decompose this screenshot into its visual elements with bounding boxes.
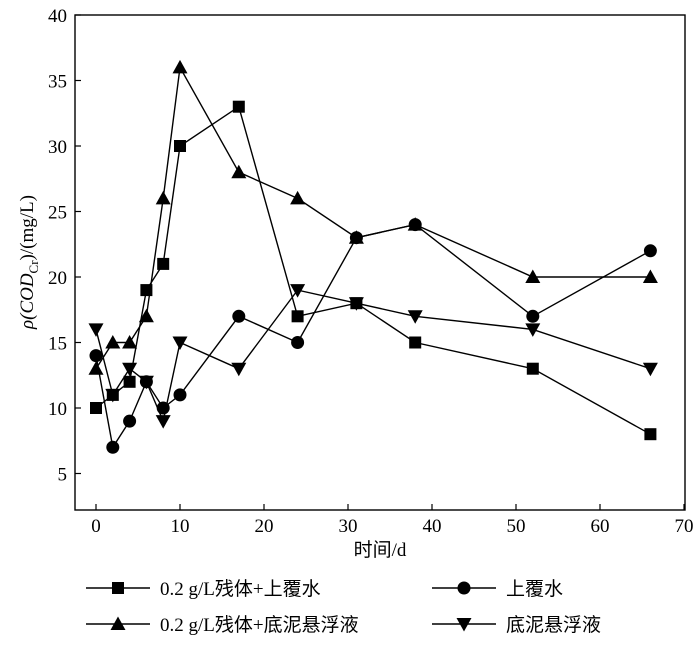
legend-item: 底泥悬浮液	[432, 614, 601, 636]
y-tick-label: 30	[48, 137, 67, 158]
data-point	[155, 415, 171, 429]
data-point	[138, 308, 154, 323]
data-point	[232, 309, 246, 323]
data-point	[105, 388, 121, 403]
data-point	[88, 361, 104, 375]
data-point	[407, 217, 423, 231]
data-point	[526, 362, 539, 375]
data-point	[122, 335, 138, 349]
legend-marker	[457, 581, 471, 595]
series-line	[95, 105, 651, 435]
data-point	[642, 269, 658, 283]
series-3	[88, 59, 658, 375]
legend-label: 0.2 g/L残体+底泥悬浮液	[160, 614, 359, 636]
y-axis-title-suffix: )/(mg/L)	[17, 195, 38, 260]
data-point	[172, 59, 188, 74]
legend-label: 上覆水	[506, 578, 563, 600]
data-point	[123, 414, 137, 428]
data-point	[643, 244, 657, 258]
data-point	[90, 402, 102, 414]
legend-marker	[112, 582, 124, 594]
legend-item: 0.2 g/L残体+上覆水	[86, 578, 321, 600]
legend-item: 0.2 g/L残体+底泥悬浮液	[86, 614, 359, 636]
data-point	[157, 257, 170, 270]
data-point	[290, 190, 306, 205]
legend-marker	[456, 618, 472, 632]
y-tick-label: 5	[58, 465, 68, 486]
x-tick-label: 30	[339, 516, 358, 537]
data-point	[155, 190, 171, 205]
y-tick-label: 25	[48, 203, 67, 224]
x-tick-label: 60	[591, 516, 610, 537]
data-point	[290, 284, 306, 298]
y-axis: 5 10 15 20 25 30 35 40	[48, 6, 81, 486]
x-tick-label: 0	[91, 516, 101, 537]
series-layer	[88, 59, 658, 454]
data-point	[138, 375, 154, 390]
data-point	[291, 336, 305, 349]
data-point	[291, 310, 304, 323]
data-point	[642, 362, 658, 377]
x-tick-label: 10	[171, 516, 190, 537]
data-point	[105, 335, 121, 349]
y-tick-label: 20	[48, 268, 67, 289]
x-tick-label: 50	[507, 516, 526, 537]
x-tick-label: 20	[255, 516, 274, 537]
data-point	[644, 428, 657, 441]
y-tick-label: 40	[48, 6, 67, 27]
data-point	[173, 388, 187, 402]
series-line	[95, 289, 651, 424]
y-axis-title-prefix: ρ(COD	[17, 273, 38, 330]
x-tick-label: 40	[423, 516, 442, 537]
data-point	[89, 349, 103, 363]
data-point	[123, 375, 136, 388]
series-4	[88, 284, 658, 429]
data-point	[525, 323, 541, 337]
legend-item: 上覆水	[432, 578, 563, 600]
x-tick-label: 70	[675, 516, 694, 537]
y-tick-label: 10	[48, 399, 67, 420]
data-point	[348, 230, 364, 244]
data-point	[172, 336, 188, 350]
data-point	[231, 362, 247, 377]
legend-label: 0.2 g/L残体+上覆水	[160, 578, 321, 600]
y-tick-label: 15	[48, 334, 67, 355]
series-line	[95, 65, 651, 370]
data-point	[232, 100, 245, 113]
plot-frame	[74, 14, 686, 511]
data-point	[526, 309, 540, 323]
data-point	[122, 362, 138, 377]
data-point	[348, 297, 364, 311]
data-point	[409, 336, 422, 349]
y-tick-label: 35	[48, 72, 67, 93]
y-axis-title-sub: Cr	[26, 260, 41, 274]
legend: 0.2 g/L残体+上覆水 上覆水 0.2 g/L残体+底泥悬浮液 底泥悬浮液	[86, 578, 601, 636]
data-point	[231, 164, 247, 179]
y-axis-title: ρ(CODCr)/(mg/L)	[17, 195, 41, 330]
legend-marker	[110, 616, 126, 630]
series-2	[89, 218, 657, 454]
series-1	[90, 100, 657, 441]
data-point	[407, 310, 423, 324]
series-line	[95, 223, 651, 450]
data-point	[156, 401, 170, 415]
data-point	[525, 269, 541, 283]
data-point	[174, 140, 186, 152]
x-axis: 0 10 20 30 40 50 60 70	[91, 504, 694, 537]
legend-label: 底泥悬浮液	[506, 614, 601, 636]
x-axis-title: 时间/d	[354, 539, 407, 561]
data-point	[106, 440, 120, 454]
data-point	[88, 323, 104, 337]
